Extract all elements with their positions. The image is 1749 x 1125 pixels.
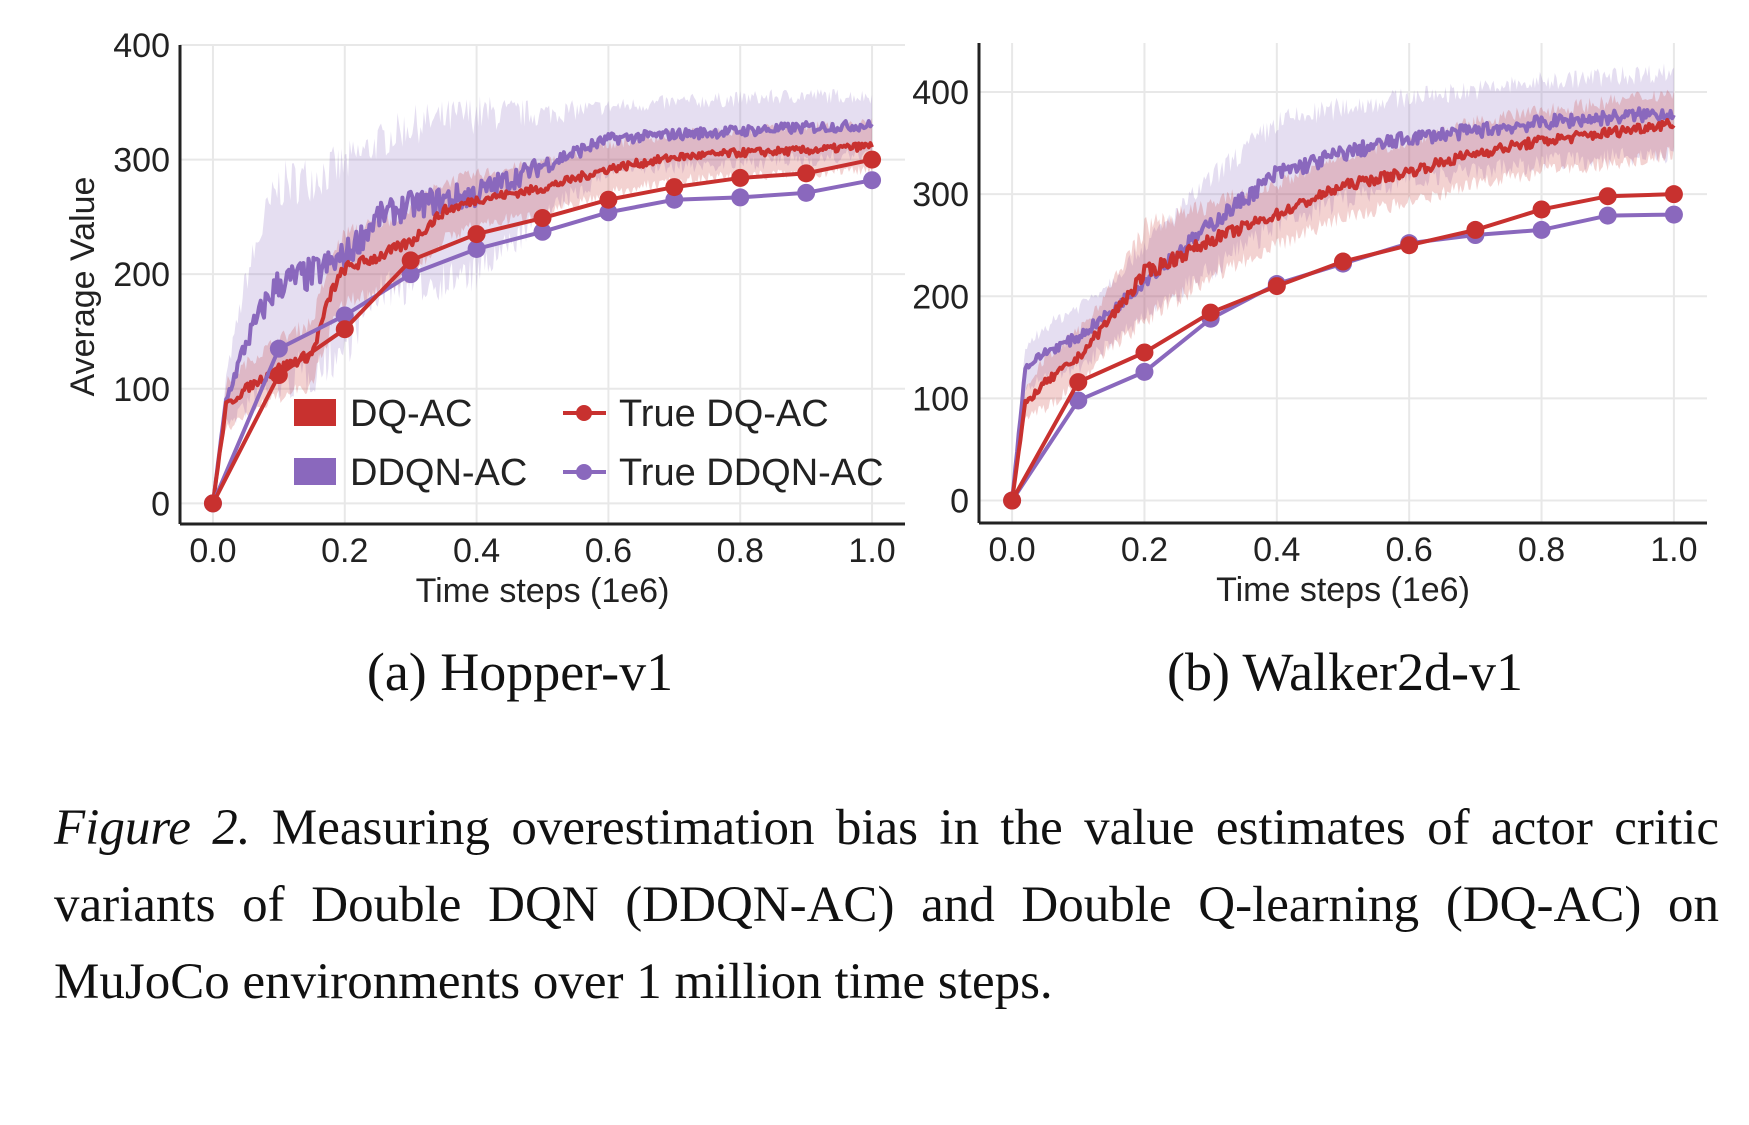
marker-true-dq-ac — [1069, 373, 1088, 392]
marker-true-ddqn-ac — [1532, 220, 1551, 239]
marker-true-ddqn-ac — [797, 183, 816, 202]
marker-true-ddqn-ac — [1664, 205, 1683, 224]
x-axis-label: Time steps (1e6) — [416, 572, 670, 610]
x-tick-label: 0.2 — [321, 532, 368, 570]
legend-label-ddqn-ac: DDQN-AC — [350, 452, 527, 494]
marker-true-ddqn-ac — [335, 306, 354, 325]
y-tick-label: 400 — [912, 74, 969, 112]
legend-label-true-ddqn-ac: True DDQN-AC — [619, 452, 884, 494]
y-tick-label: 300 — [113, 142, 170, 180]
marker-true-dq-ac — [1334, 252, 1352, 271]
y-tick-label: 200 — [912, 278, 969, 316]
caption-label: Figure 2. — [54, 800, 251, 856]
marker-true-ddqn-ac — [1598, 206, 1617, 225]
x-tick-label: 0.6 — [1386, 531, 1433, 569]
marker-true-dq-ac — [797, 164, 816, 183]
y-tick-label: 200 — [113, 256, 170, 294]
y-tick-label: 400 — [113, 27, 170, 65]
marker-true-ddqn-ac — [863, 171, 882, 190]
marker-true-dq-ac — [1003, 491, 1022, 510]
marker-true-ddqn-ac — [1069, 391, 1088, 410]
x-tick-label: 0.4 — [453, 532, 500, 570]
line-true-dq-ac — [1010, 192, 1674, 502]
marker-true-ddqn-ac — [731, 188, 750, 207]
marker-true-dq-ac — [1135, 343, 1154, 362]
y-axis-label: Average Value — [64, 177, 102, 397]
x-tick-label: 0.0 — [988, 531, 1035, 569]
line-ddqn-ac — [210, 119, 874, 504]
marker-true-dq-ac — [401, 251, 420, 270]
line-dq-ac — [1010, 117, 1676, 501]
x-tick-label: 1.0 — [848, 532, 895, 570]
legend-swatch-dq-ac — [294, 399, 336, 426]
marker-true-ddqn-ac — [401, 265, 420, 284]
marker-true-dq-ac — [203, 494, 222, 513]
legend-marker-true-ddqn-ac — [576, 464, 592, 480]
figure-caption: Figure 2. Measuring overestimation bias … — [54, 790, 1719, 1021]
y-tick-label: 0 — [151, 485, 170, 523]
x-tick-label: 0.4 — [1253, 531, 1300, 569]
panel-hopper: 0.0 0.2 0.4 0.6 0.8 1.0 0 100 200 300 400 Time step… — [64, 27, 905, 610]
x-tick-label: 0.0 — [189, 532, 236, 570]
marker-true-dq-ac — [1598, 187, 1617, 206]
y-tick-label: 300 — [912, 176, 969, 214]
legend-label-dq-ac: DQ-AC — [350, 393, 472, 435]
marker-true-dq-ac — [1267, 277, 1286, 296]
x-tick-label: 0.8 — [717, 532, 764, 570]
marker-true-dq-ac — [863, 150, 882, 169]
y-tick-label: 100 — [912, 380, 969, 418]
marker-true-dq-ac — [533, 209, 552, 228]
marker-true-dq-ac — [599, 190, 618, 209]
y-tick-label: 100 — [113, 371, 170, 409]
y-tick-label: 0 — [950, 483, 969, 521]
subtitle-walker2d: (b) Walker2d-v1 — [1167, 642, 1523, 702]
marker-true-dq-ac — [1664, 185, 1683, 204]
x-tick-label: 0.6 — [585, 532, 632, 570]
band-ddqn-ac — [212, 88, 873, 504]
x-tick-label: 0.8 — [1518, 531, 1565, 569]
marker-true-dq-ac — [1532, 200, 1551, 219]
marker-true-dq-ac — [467, 225, 486, 244]
subtitle-hopper: (a) Hopper-v1 — [367, 642, 673, 702]
legend: DQ-AC True DQ-AC DDQN-AC True DDQN-AC — [294, 393, 884, 494]
legend-swatch-ddqn-ac — [294, 458, 336, 485]
band-dq-ac — [212, 118, 873, 504]
marker-true-ddqn-ac — [1135, 362, 1154, 381]
marker-true-ddqn-ac — [269, 339, 288, 358]
x-tick-label: 1.0 — [1650, 531, 1697, 569]
marker-true-ddqn-ac — [599, 203, 618, 222]
marker-true-dq-ac — [1466, 220, 1485, 239]
marker-true-dq-ac — [1201, 303, 1220, 322]
marker-true-dq-ac — [1400, 236, 1419, 255]
caption-text: Measuring overestimation bias in the val… — [54, 800, 1719, 1010]
legend-marker-true-dq-ac — [576, 405, 592, 421]
legend-label-true-dq-ac: True DQ-AC — [619, 393, 829, 435]
marker-true-ddqn-ac — [665, 190, 684, 209]
panel-walker2d: 0.0 0.2 0.4 0.6 0.8 1.0 0 100 200 300 400 Time step… — [912, 43, 1707, 609]
line-dq-ac — [210, 141, 874, 504]
marker-true-dq-ac — [665, 178, 684, 197]
x-axis-label: Time steps (1e6) — [1216, 571, 1470, 609]
marker-true-ddqn-ac — [467, 239, 486, 258]
marker-true-ddqn-ac — [533, 222, 552, 241]
marker-true-dq-ac — [269, 366, 288, 385]
marker-true-dq-ac — [731, 168, 750, 187]
marker-true-dq-ac — [335, 320, 354, 339]
x-tick-label: 0.2 — [1121, 531, 1168, 569]
